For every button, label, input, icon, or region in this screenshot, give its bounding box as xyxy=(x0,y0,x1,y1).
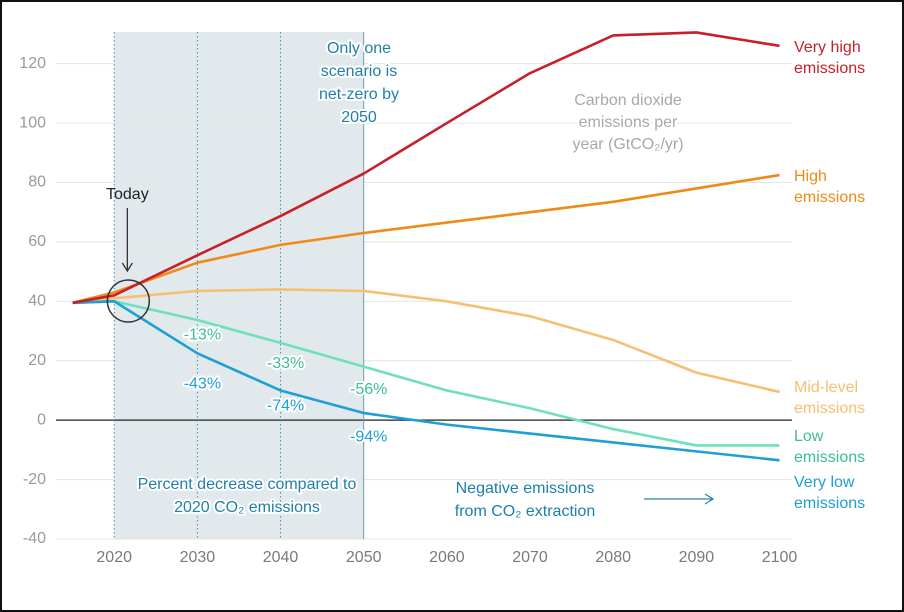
reduction-label: -56% xyxy=(350,381,387,398)
annotation-negative: Negative emissions xyxy=(456,480,595,497)
y-tick-label: 60 xyxy=(28,233,46,250)
annotation-unit: year (GtCO₂/yr) xyxy=(572,136,683,153)
y-tick-label: 20 xyxy=(28,352,46,369)
reduction-label: -43% xyxy=(184,376,221,393)
annotation-netzero: net-zero by xyxy=(319,86,399,103)
x-tick-label: 2080 xyxy=(595,549,631,566)
annotation-negative: from CO₂ extraction xyxy=(455,503,595,520)
y-tick-label: 80 xyxy=(28,174,46,191)
today-circle xyxy=(106,279,151,323)
y-tick-label: -20 xyxy=(23,471,46,488)
series-line xyxy=(72,173,780,305)
reduction-label: -74% xyxy=(267,398,304,415)
x-tick-label: 2090 xyxy=(679,549,715,566)
x-tick-label: 2030 xyxy=(180,549,216,566)
x-tick-label: 2020 xyxy=(96,549,132,566)
y-tick-label: 40 xyxy=(28,293,46,310)
reduction-label: -33% xyxy=(267,355,304,372)
today-label: Today xyxy=(106,186,149,203)
x-tick-label: 2100 xyxy=(762,549,798,566)
series-line xyxy=(72,31,780,305)
annotation-netzero: Only one xyxy=(327,40,391,57)
x-tick-label: 2040 xyxy=(263,549,299,566)
annotation-netzero: scenario is xyxy=(321,63,397,80)
series-line xyxy=(72,288,780,394)
series-label: Low emissions xyxy=(794,428,865,466)
reduction-label: -94% xyxy=(350,428,387,445)
annotation-percent: Percent decrease compared to xyxy=(138,476,357,493)
series-label: Mid-level emissions xyxy=(794,379,865,417)
y-tick-label: 0 xyxy=(37,411,46,428)
negative-arrowhead xyxy=(704,493,715,505)
series-line xyxy=(72,300,780,462)
y-tick-label: 120 xyxy=(19,55,46,72)
y-tick-label: -40 xyxy=(23,530,46,547)
annotation-unit: emissions per xyxy=(579,114,678,131)
x-tick-label: 2060 xyxy=(429,549,465,566)
series-line xyxy=(72,300,780,447)
annotation-percent: 2020 CO₂ emissions xyxy=(174,499,320,516)
annotation-unit: Carbon dioxide xyxy=(574,92,682,109)
x-tick-label: 2070 xyxy=(512,549,548,566)
reduction-label: -13% xyxy=(184,326,221,343)
series-label: Very high emissions xyxy=(794,39,865,77)
shaded-range xyxy=(114,32,364,539)
x-tick-label: 2050 xyxy=(346,549,382,566)
today-arrowhead xyxy=(121,262,133,273)
series-label: Very low emissions xyxy=(794,474,865,512)
y-tick-label: 100 xyxy=(19,114,46,131)
series-label: High emissions xyxy=(794,168,865,206)
annotation-netzero: 2050 xyxy=(341,109,377,126)
